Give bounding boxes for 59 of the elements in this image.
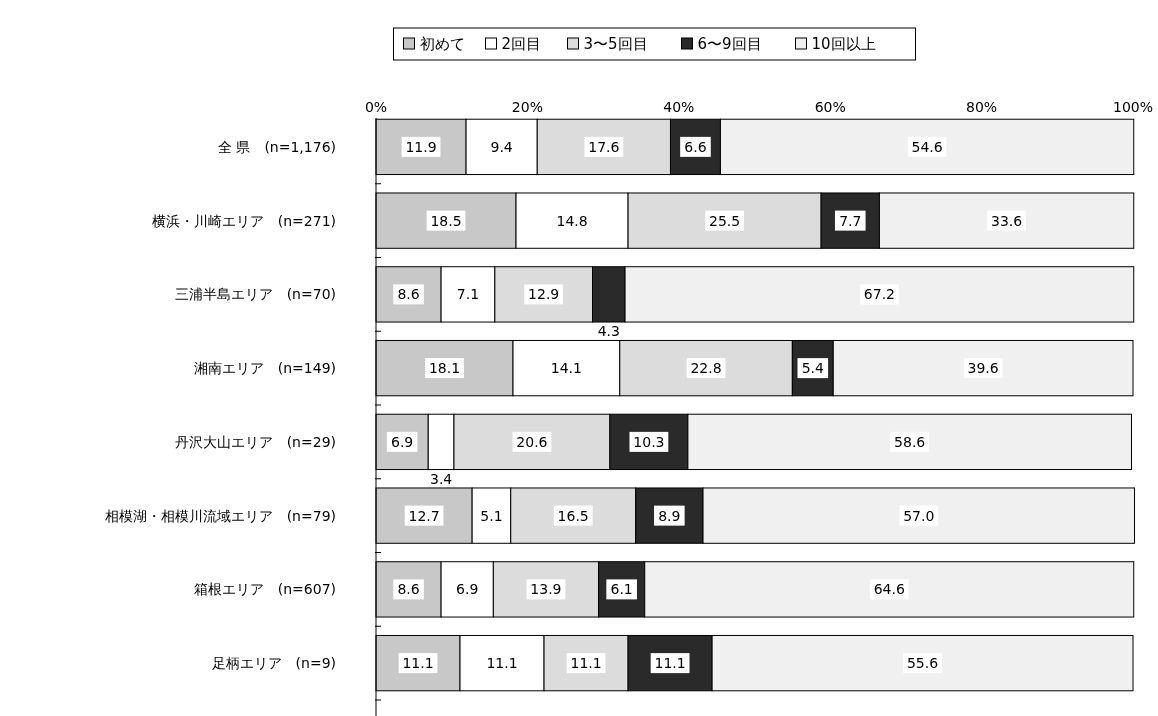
data-label: 8.9 [658, 507, 681, 524]
data-label: 58.6 [894, 433, 926, 450]
data-label: 11.1 [654, 655, 686, 672]
data-label: 8.6 [397, 581, 420, 598]
data-label: 3.4 [429, 470, 453, 487]
data-label: 14.1 [550, 360, 582, 377]
data-label: 11.9 [405, 138, 437, 155]
legend-label: 2回目 [501, 35, 542, 53]
data-label: 13.9 [530, 581, 562, 598]
data-label: 12.9 [528, 286, 560, 303]
data-label: 7.1 [456, 286, 480, 303]
data-label: 67.2 [863, 286, 895, 303]
data-label: 7.7 [839, 212, 862, 229]
data-label: 25.5 [709, 212, 741, 229]
data-label: 54.6 [911, 138, 943, 155]
y-tick-label: 丹沢大山エリア (n=29) [174, 433, 336, 450]
y-tick-label: 三浦半島エリア (n=70) [174, 286, 336, 303]
x-tick-label: 100% [1112, 99, 1154, 115]
data-label: 12.7 [408, 507, 440, 524]
data-label: 14.8 [556, 212, 588, 229]
x-tick-label: 80% [966, 99, 998, 115]
data-label: 11.1 [402, 655, 434, 672]
data-label: 5.4 [801, 360, 825, 377]
x-tick-label: 0% [364, 99, 388, 115]
data-label: 16.5 [557, 507, 589, 524]
data-label: 20.6 [516, 433, 548, 450]
data-label: 6.9 [456, 581, 479, 598]
data-label: 18.1 [428, 360, 461, 377]
x-tick-label: 20% [511, 99, 543, 115]
data-label: 57.0 [903, 507, 935, 524]
legend-label: 10回以上 [811, 35, 876, 53]
y-tick-label: 横浜・川崎エリア (n=271) [151, 212, 336, 229]
data-label: 4.3 [597, 323, 620, 340]
data-label: 6.6 [684, 138, 707, 155]
data-label: 18.5 [430, 212, 462, 229]
data-label: 17.6 [588, 138, 620, 155]
data-label: 6.9 [390, 433, 414, 450]
y-tick-label: 足柄エリア (n=9) [211, 655, 336, 672]
y-tick-label: 湘南エリア (n=149) [193, 360, 336, 377]
x-tick-label: 60% [814, 99, 846, 115]
data-label: 39.6 [967, 360, 999, 377]
legend-label: 6〜9回目 [697, 35, 762, 53]
y-tick-label: 箱根エリア (n=607) [193, 581, 336, 598]
y-tick-label: 相模湖・相模川流域エリア (n=79) [104, 507, 336, 524]
data-label: 8.6 [397, 286, 420, 303]
data-label: 11.1 [486, 655, 518, 672]
data-label: 55.6 [906, 655, 939, 672]
data-label: 11.1 [570, 655, 602, 672]
data-label: 5.1 [480, 507, 503, 524]
data-label: 10.3 [633, 433, 665, 450]
data-label: 33.6 [990, 212, 1023, 229]
data-label: 6.1 [610, 581, 633, 598]
data-label: 64.6 [873, 581, 905, 598]
y-tick-label: 全 県 (n=1,176) [217, 138, 336, 155]
x-tick-label: 40% [663, 99, 695, 115]
data-label: 9.4 [490, 138, 513, 155]
legend-label: 3〜5回目 [583, 35, 648, 53]
legend-label: 初めて [419, 35, 465, 53]
data-label: 22.8 [690, 360, 722, 377]
